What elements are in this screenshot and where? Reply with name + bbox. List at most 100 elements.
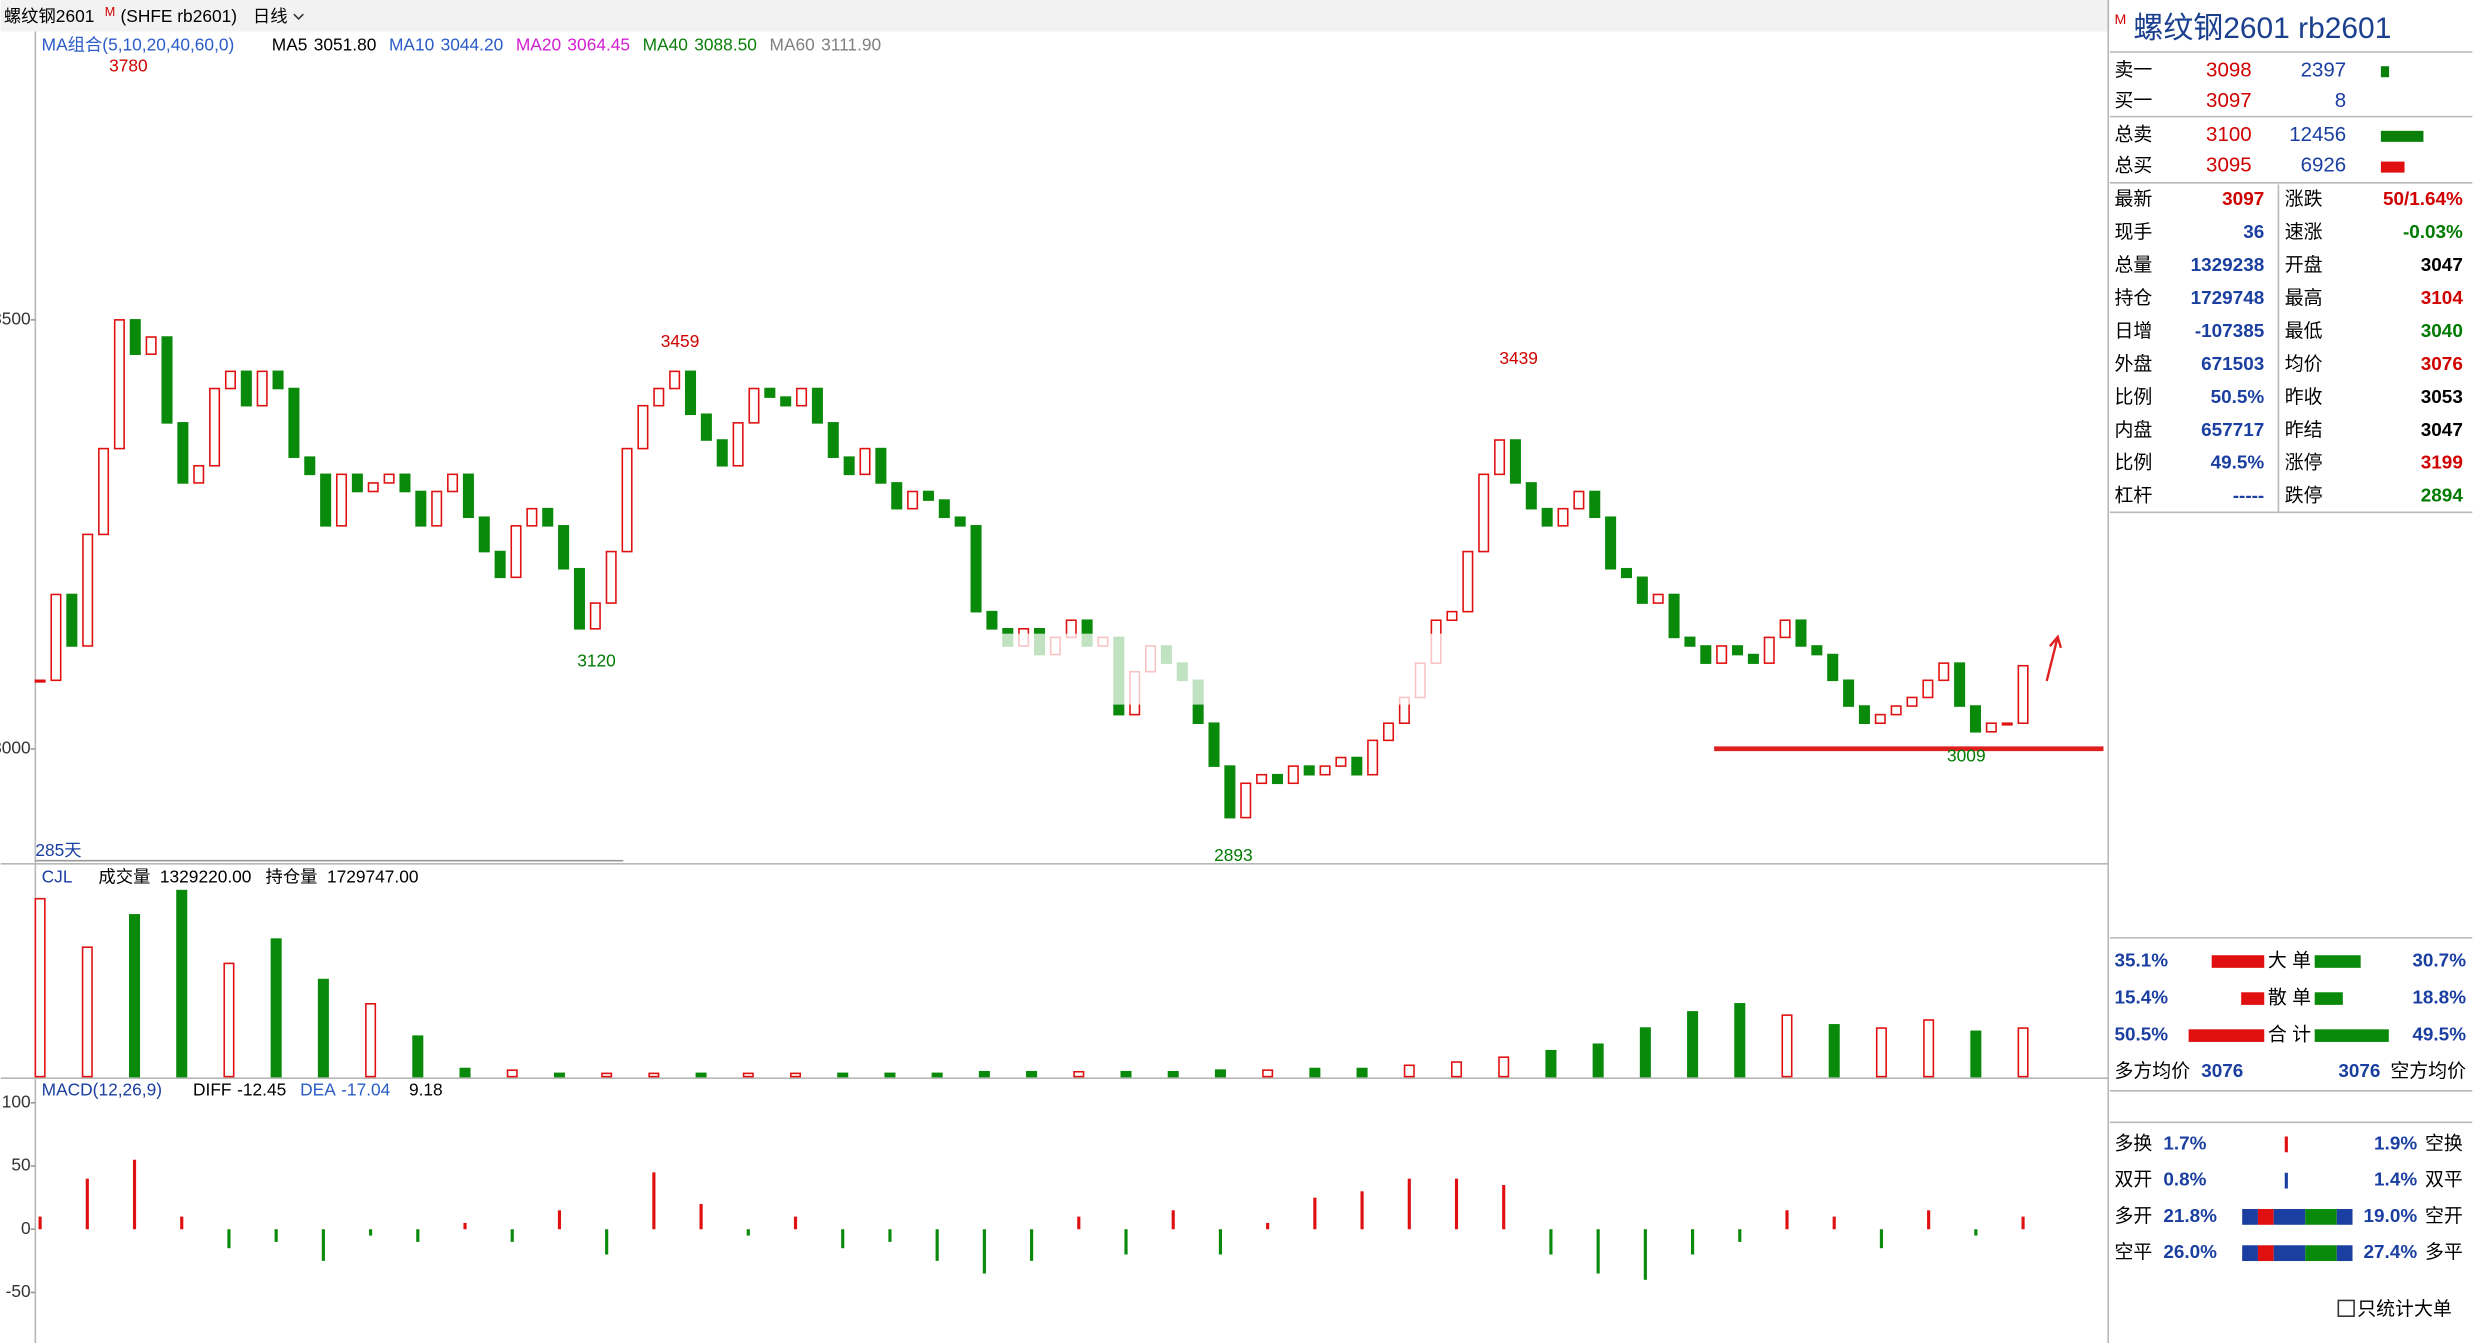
ma-name: MA40 (643, 34, 688, 54)
dea-label: DEA (300, 1079, 336, 1099)
pos-value: 21.8% (2163, 1206, 2217, 1227)
quote-label: 杠杆 (2114, 485, 2152, 507)
checkbox[interactable] (2337, 1299, 2355, 1317)
candle (447, 473, 459, 493)
quote-value: 657717 (2201, 420, 2264, 441)
candle (510, 525, 522, 579)
volume-bar (1592, 1043, 1604, 1078)
dea-value: -17.04 (341, 1079, 390, 1099)
oi-value: 1729747.00 (327, 867, 419, 887)
candle (50, 593, 62, 682)
quote-label: 涨跌 (2285, 188, 2323, 210)
volume-bar (1309, 1067, 1321, 1078)
candle (209, 387, 221, 467)
volume-bar (1026, 1070, 1038, 1078)
book-bar (2380, 66, 2390, 78)
flow-bar-sell (2314, 992, 2343, 1005)
volume-bar (1923, 1019, 1935, 1078)
checkbox-label[interactable]: 只统计大单 (2357, 1298, 2452, 1320)
ma-legend-label: MA组合(5,10,20,40,60,0) (42, 34, 235, 54)
price-annotation: 3459 (661, 331, 700, 351)
candle (653, 387, 665, 407)
candle (1620, 567, 1632, 579)
pos-bar (2242, 1245, 2258, 1262)
candle (113, 319, 125, 450)
quote-label: 外盘 (2114, 353, 2152, 375)
y-tick-label: 50 (11, 1155, 30, 1175)
candle (1351, 756, 1363, 776)
quote-value: 36 (2243, 222, 2264, 243)
candle (922, 490, 934, 501)
pos-bar (2257, 1245, 2274, 1262)
pos-bar (2257, 1209, 2274, 1225)
volume-bar (648, 1072, 660, 1078)
pos-value: 19.0% (2364, 1206, 2418, 1227)
quote-value: -0.03% (2403, 222, 2463, 243)
pos-value: 1.9% (2374, 1133, 2417, 1154)
quote-label: 总量 (2114, 254, 2152, 276)
volume-bar (223, 962, 235, 1078)
volume-bar (34, 897, 46, 1078)
candle (669, 370, 681, 390)
flow-bar-sell (2314, 955, 2361, 968)
avg-label: 多方均价 (2114, 1060, 2190, 1082)
book-volume: 8 (2335, 89, 2346, 112)
ma-value: 3088.50 (694, 34, 757, 54)
candle (335, 473, 348, 527)
quote-label: 昨结 (2285, 419, 2323, 441)
candle (1811, 645, 1823, 656)
candle (1969, 705, 1981, 733)
volume-bar (176, 889, 188, 1078)
quote-label: 内盘 (2114, 419, 2152, 441)
quote-value: 3047 (2421, 420, 2463, 441)
flow-right: 49.5% (2412, 1025, 2466, 1046)
volume-value: 1329220.00 (160, 867, 252, 887)
candle (288, 387, 300, 458)
candle (573, 567, 585, 630)
quote-title: 螺纹钢2601 rb2601 (2133, 12, 2391, 45)
period[interactable]: 日线 (253, 6, 288, 26)
candle (1383, 722, 1395, 742)
flow-bar-buy (2241, 992, 2265, 1005)
candle (256, 370, 268, 407)
candle (1747, 653, 1759, 664)
candle (462, 473, 474, 519)
candle (1494, 439, 1506, 476)
candle (145, 336, 157, 355)
candle (2001, 722, 2013, 726)
candle (1224, 765, 1236, 819)
volume-bar (1120, 1070, 1132, 1078)
price-annotation: 2893 (1214, 845, 1253, 865)
candle (859, 447, 871, 476)
candle (1509, 439, 1521, 484)
candle (1208, 722, 1220, 767)
flow-label: 大 单 (2268, 950, 2311, 972)
volume-bar (1875, 1027, 1887, 1078)
quote-label: 速涨 (2285, 221, 2323, 243)
days-count: 285天 (35, 840, 81, 860)
pos-bar (2336, 1245, 2353, 1262)
avg-label: 空方均价 (2390, 1060, 2466, 1082)
pos-label: 多平 (2425, 1241, 2463, 1263)
book-volume: 12456 (2289, 123, 2346, 146)
candle (478, 516, 490, 553)
candle (954, 516, 966, 527)
book-volume: 6926 (2301, 154, 2347, 177)
diff-value: -12.45 (237, 1079, 286, 1099)
quote-label: 开盘 (2285, 254, 2323, 276)
candle (1827, 653, 1839, 682)
candle (1684, 636, 1696, 647)
candle (431, 490, 443, 527)
ma-value: 3044.20 (441, 34, 504, 54)
volume-bar (365, 1003, 377, 1078)
volume-bar (1403, 1064, 1415, 1078)
quote-value: 3199 (2421, 453, 2463, 474)
quote-label: 持仓 (2114, 287, 2152, 309)
symbol: 螺纹钢2601 (4, 6, 95, 26)
quote-value: 671503 (2201, 354, 2264, 375)
quote-value: 1729748 (2191, 288, 2265, 309)
pos-value: 1.4% (2374, 1170, 2417, 1191)
candle (970, 525, 982, 613)
pos-label: 空换 (2425, 1132, 2463, 1154)
candle (811, 387, 823, 424)
